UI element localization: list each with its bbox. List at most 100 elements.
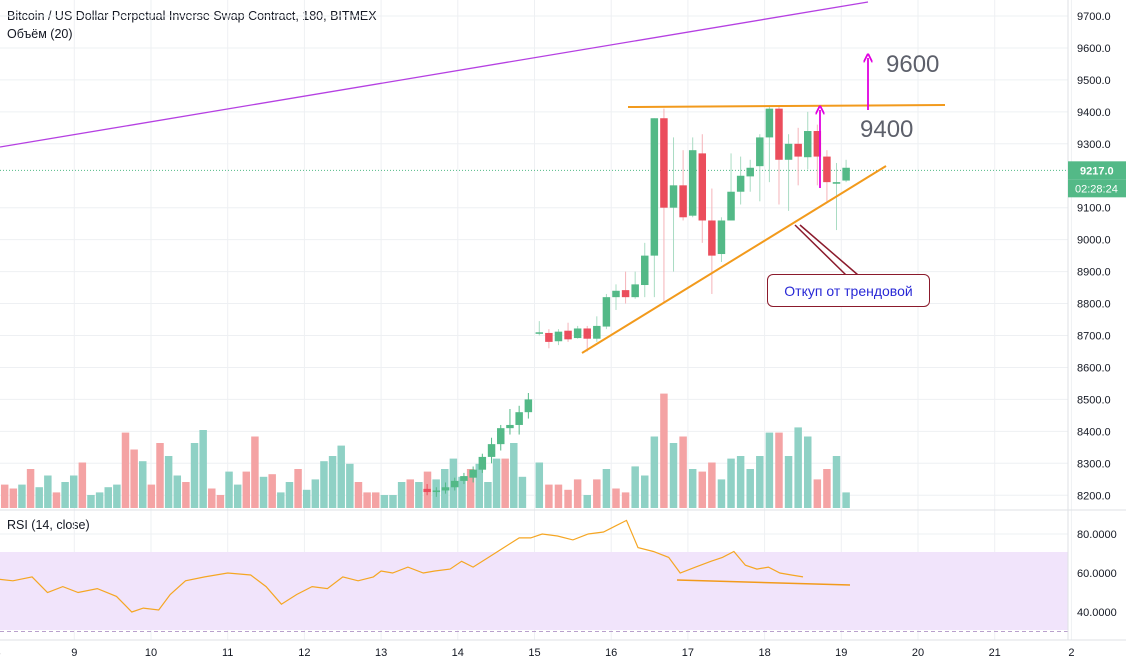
volume-bar	[285, 482, 294, 508]
time-tick-label: 15	[528, 647, 540, 659]
volume-bar	[813, 479, 822, 508]
price-axis[interactable]: 9700.0 9600.0 9500.0 9400.0 9300.0 9100.0 9000…	[1067, 0, 1117, 640]
last-price-value: 9217.0	[1080, 165, 1114, 177]
volume-bar	[311, 479, 320, 508]
volume-bar	[35, 487, 43, 508]
volume-bar	[61, 482, 69, 508]
volume-bar	[190, 443, 199, 508]
volume-bar	[380, 495, 389, 508]
volume-bar	[354, 482, 363, 508]
volume-bar	[717, 479, 726, 508]
volume-bar	[501, 458, 509, 508]
candle-body	[794, 143, 802, 157]
volume-bar	[320, 461, 328, 508]
resistance-line[interactable]	[627, 104, 946, 108]
callout-box: Откуп от трендовой	[767, 274, 930, 307]
time-tick-label: 8	[0, 647, 1, 659]
candle-body	[554, 331, 563, 342]
volume-bar	[573, 479, 582, 508]
volume-bar	[545, 484, 553, 508]
candle-body	[497, 428, 505, 445]
drawing-tools[interactable]: 9600 9400	[0, 1, 946, 586]
volume-bar	[698, 471, 707, 508]
volume-bar	[397, 482, 406, 508]
grid-lines	[0, 0, 1126, 640]
volume-bar	[621, 492, 630, 508]
volume-bar	[294, 469, 302, 508]
candle-body	[708, 220, 716, 256]
volume-bar	[173, 475, 182, 508]
target-label-9600: 9600	[886, 51, 939, 78]
candle-body	[545, 332, 553, 342]
time-tick-label: 10	[145, 647, 157, 659]
candle-body	[535, 332, 544, 334]
volume-bar	[104, 487, 112, 508]
time-tick-label: 21	[989, 647, 1001, 659]
time-tick-label: 20	[912, 647, 924, 659]
volume-bar	[554, 484, 563, 508]
volume-bar	[130, 449, 138, 508]
volume-bar	[69, 475, 78, 508]
time-tick-label: 18	[758, 647, 770, 659]
volume-bar	[328, 456, 337, 508]
time-tick-label: 19	[835, 647, 847, 659]
target-label-9400: 9400	[860, 116, 913, 143]
candle-body	[765, 108, 774, 138]
volume-bar	[679, 436, 687, 508]
candle-body	[423, 488, 431, 493]
purple-trend-line[interactable]	[0, 1, 869, 148]
candle-body	[564, 330, 572, 340]
volume-bar	[669, 443, 678, 508]
time-tick-label: 9	[71, 647, 77, 659]
volume-bar	[765, 432, 774, 508]
time-tick-label: 17	[682, 647, 694, 659]
volume-bar	[688, 469, 697, 508]
volume-bar	[233, 484, 242, 508]
volume-bar	[87, 495, 95, 508]
volume-bar	[794, 427, 802, 508]
volume-bar	[804, 436, 812, 508]
rsi-layer	[0, 519, 804, 613]
rsi-divergence-line[interactable]	[676, 579, 851, 586]
volume-bar	[242, 471, 251, 508]
time-tick-label: 14	[452, 647, 464, 659]
time-axis[interactable]: 8 9 10 11 12 13 14 15 16 17 18 19 20 21 2	[0, 639, 1126, 659]
volume-bar	[139, 461, 147, 508]
price-tick-label: 8300.0	[1077, 458, 1111, 470]
candle-body	[441, 487, 450, 491]
volume-bar	[492, 458, 501, 508]
rsi-indicator-label[interactable]: RSI (14, close)	[7, 518, 90, 532]
candle-body	[842, 167, 850, 181]
volume-bar	[208, 488, 216, 508]
candle-body	[515, 412, 523, 425]
candle-body	[660, 118, 668, 208]
price-tick-label: 9500.0	[1077, 75, 1111, 87]
volume-indicator-label[interactable]: Объём (20)	[7, 27, 73, 41]
candle-body	[621, 290, 630, 298]
candle-body	[487, 444, 496, 457]
volume-bar	[466, 469, 475, 508]
support-trend-line[interactable]	[581, 165, 887, 354]
candles	[423, 105, 850, 497]
volume-bar	[199, 430, 207, 508]
volume-bar	[583, 495, 591, 508]
volume-bar	[746, 469, 754, 508]
price-tick-label: 9600.0	[1077, 43, 1111, 55]
volume-bar	[756, 456, 764, 508]
time-tick-label: 2	[1068, 647, 1074, 659]
countdown-value: 02:28:24	[1075, 183, 1118, 195]
volume-bar	[510, 443, 518, 508]
volume-bar	[612, 488, 620, 508]
candle-body	[746, 167, 754, 177]
volume-bar	[458, 476, 466, 508]
volume-bar	[259, 476, 268, 508]
volume-bar	[44, 475, 52, 508]
volume-bar	[650, 436, 659, 508]
volume-bar	[147, 484, 156, 508]
volume-bar	[251, 436, 259, 508]
volume-bar	[277, 492, 285, 508]
candle-body	[612, 290, 620, 298]
price-tick-label: 8900.0	[1077, 267, 1111, 279]
volume-bar	[641, 475, 649, 508]
